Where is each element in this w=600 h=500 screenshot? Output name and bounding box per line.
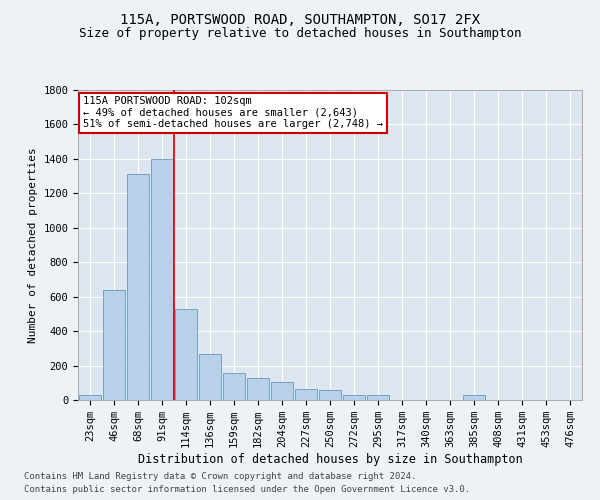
Bar [151,159,173,400]
Text: 115A, PORTSWOOD ROAD, SOUTHAMPTON, SO17 2FX: 115A, PORTSWOOD ROAD, SOUTHAMPTON, SO17 … [120,12,480,26]
Bar [247,378,269,400]
Bar [319,390,341,400]
Bar [463,395,485,400]
Bar [295,389,317,400]
Bar [199,354,221,400]
Y-axis label: Number of detached properties: Number of detached properties [28,147,38,343]
Bar [127,174,149,400]
X-axis label: Distribution of detached houses by size in Southampton: Distribution of detached houses by size … [137,453,523,466]
Bar [367,395,389,400]
Bar [103,290,125,400]
Text: 115A PORTSWOOD ROAD: 102sqm
← 49% of detached houses are smaller (2,643)
51% of : 115A PORTSWOOD ROAD: 102sqm ← 49% of det… [83,96,383,130]
Bar [79,395,101,400]
Bar [271,382,293,400]
Text: Contains HM Land Registry data © Crown copyright and database right 2024.: Contains HM Land Registry data © Crown c… [24,472,416,481]
Text: Size of property relative to detached houses in Southampton: Size of property relative to detached ho… [79,28,521,40]
Bar [343,395,365,400]
Bar [175,308,197,400]
Text: Contains public sector information licensed under the Open Government Licence v3: Contains public sector information licen… [24,485,470,494]
Bar [223,374,245,400]
